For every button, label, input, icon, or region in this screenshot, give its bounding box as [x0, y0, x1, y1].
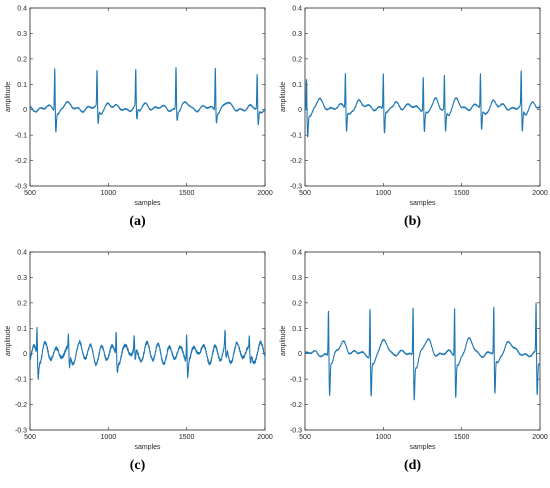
panel-caption-d: (d): [403, 458, 422, 473]
x-tick-label: 1500: [179, 190, 195, 197]
series-line: [304, 302, 541, 401]
y-tick-label: -0.1: [290, 133, 302, 140]
series-line: [29, 67, 266, 133]
y-tick-label: 0.4: [17, 250, 27, 257]
y-tick-label: -0.2: [15, 402, 27, 409]
x-tick-label: 1000: [376, 190, 392, 197]
y-tick-label: 0.2: [17, 300, 27, 307]
y-tick-label: 0.4: [292, 250, 302, 257]
chart-svg-c: -0.3 -0.2 -0.1 0 0.1 0.2 0.3 0.4 500 1000 1500 2000…: [5, 250, 273, 452]
y-tick-label: 0.3: [17, 31, 27, 38]
y-tick-label: 0: [23, 107, 27, 114]
x-axis-label: samples: [134, 444, 161, 451]
chart-panel-d: -0.3 -0.2 -0.1 0 0.1 0.2 0.3 0.4 500 1000 1500 2000…: [275, 244, 550, 488]
x-tick-label: 500: [299, 190, 311, 197]
series-line: [304, 70, 541, 138]
y-tick-label: 0.3: [17, 275, 27, 282]
x-axis-label: samples: [409, 200, 436, 207]
panel-caption-c: (c): [129, 458, 146, 473]
x-tick-label: 500: [24, 190, 36, 197]
y-tick-label: 0: [298, 351, 302, 358]
series-line: [29, 326, 266, 380]
y-tick-label: -0.2: [290, 402, 302, 409]
y-tick-label: -0.2: [290, 158, 302, 165]
plot-frame: [304, 251, 541, 431]
y-tick-label: -0.2: [15, 158, 27, 165]
y-tick-label: -0.1: [290, 377, 302, 384]
x-tick-label: 1000: [101, 190, 117, 197]
chart-panel-c: -0.3 -0.2 -0.1 0 0.1 0.2 0.3 0.4 500 1000 1500 2000…: [0, 244, 275, 488]
chart-svg-a: -0.3 -0.2 -0.1 0 0.1 0.2 0.3 0.4 500 1000 1500 2000…: [5, 6, 273, 208]
x-tick-label: 1500: [454, 434, 470, 441]
y-tick-label: 0.3: [292, 31, 302, 38]
y-tick-label: 0.1: [292, 82, 302, 89]
y-axis-label: amplitude: [280, 326, 287, 356]
y-tick-label: 0.2: [17, 56, 27, 63]
y-tick-label: 0: [23, 351, 27, 358]
chart-panel-a: -0.3 -0.2 -0.1 0 0.1 0.2 0.3 0.4 500 1000 1500 2000…: [0, 0, 275, 244]
y-tick-label: 0.2: [292, 56, 302, 63]
y-tick-label: -0.1: [15, 377, 27, 384]
y-tick-label: 0.1: [17, 82, 27, 89]
x-tick-label: 2000: [257, 434, 273, 441]
y-axis-label: amplitude: [5, 326, 12, 356]
chart-svg-b: -0.3 -0.2 -0.1 0 0.1 0.2 0.3 0.4 500 1000 1500 2000…: [280, 6, 548, 208]
x-tick-label: 2000: [532, 190, 548, 197]
x-tick-label: 2000: [532, 434, 548, 441]
y-tick-label: 0.4: [17, 6, 27, 13]
x-axis-label: samples: [409, 444, 436, 451]
panel-caption-b: (b): [403, 214, 422, 229]
x-tick-label: 1500: [454, 190, 470, 197]
y-tick-label: 0.3: [292, 275, 302, 282]
y-tick-label: 0.1: [17, 326, 27, 333]
y-tick-label: 0.4: [292, 6, 302, 13]
y-tick-label: -0.1: [15, 133, 27, 140]
x-axis-label: samples: [134, 200, 161, 207]
y-tick-label: -0.3: [290, 428, 302, 435]
y-tick-label: 0.2: [292, 300, 302, 307]
x-tick-label: 2000: [257, 190, 273, 197]
x-tick-label: 1500: [179, 434, 195, 441]
x-tick-label: 1000: [101, 434, 117, 441]
y-axis-label: amplitude: [280, 82, 287, 112]
panel-caption-a: (a): [129, 214, 146, 229]
chart-panel-b: -0.3 -0.2 -0.1 0 0.1 0.2 0.3 0.4 500 1000 1500 2000…: [275, 0, 550, 244]
y-tick-label: -0.3: [15, 184, 27, 191]
y-tick-label: -0.3: [15, 428, 27, 435]
y-axis-label: amplitude: [5, 82, 12, 112]
x-tick-label: 500: [24, 434, 36, 441]
plot-frame: [29, 7, 266, 187]
chart-svg-d: -0.3 -0.2 -0.1 0 0.1 0.2 0.3 0.4 500 1000 1500 2000…: [280, 250, 548, 452]
y-tick-label: 0: [298, 107, 302, 114]
x-tick-label: 1000: [376, 434, 392, 441]
y-tick-label: 0.1: [292, 326, 302, 333]
y-tick-label: -0.3: [290, 184, 302, 191]
x-tick-label: 500: [299, 434, 311, 441]
